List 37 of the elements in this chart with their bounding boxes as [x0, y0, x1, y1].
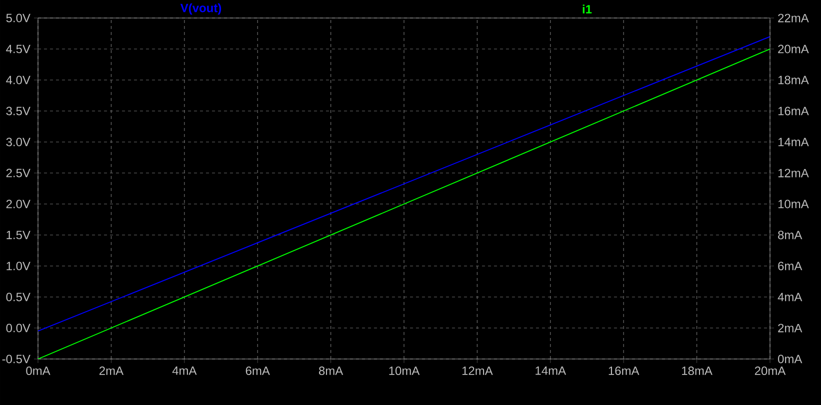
y-tick-label: 2.5V [6, 168, 30, 178]
y2-tick-label: 14mA [778, 138, 809, 146]
y2-tick-label: 12mA [778, 168, 809, 178]
y-tick-label: -0.5V [2, 354, 30, 364]
x-tick-label: 8mA [318, 366, 344, 376]
y2-tick-label: 6mA [778, 262, 802, 270]
y-tick-label: 4.5V [6, 44, 30, 54]
x-tick-label: 10mA [389, 366, 420, 376]
x-tick-label: 4mA [172, 366, 197, 375]
x-tick-label: 16mA [608, 366, 640, 376]
y-tick-label: 0.5V [6, 292, 30, 302]
x-tick-label: 12mA [462, 366, 493, 375]
y-tick-label: 0.0V [6, 324, 30, 332]
y2-tick-label: 2mA [778, 324, 802, 332]
x-tick-label: 6mA [246, 366, 270, 376]
x-tick-label: 20mA [754, 366, 786, 376]
text: i1 [582, 4, 592, 14]
x-tick-label: 18mA [682, 366, 712, 376]
x-tick-label: 2mA [99, 366, 124, 375]
y2-tick-label: 16mA [778, 106, 809, 116]
x-tick-label: 14mA [536, 366, 566, 375]
text: V(vout) [180, 3, 222, 15]
y-tick-label: 1.0V [6, 262, 30, 270]
y-tick-label: 2.0V [6, 200, 30, 208]
y2-tick-label: 18mA [778, 76, 809, 84]
y-tick-label: 3.5V [6, 106, 30, 116]
y2-tick-label: 0mA [778, 354, 802, 364]
y-tick-label: 4.0V [6, 76, 30, 84]
y-tick-label: 5.0V [6, 14, 30, 22]
y2-tick-label: 8mA [778, 230, 802, 240]
x-tick-label: 0mA [26, 366, 50, 376]
y-tick-label: 1.5V [6, 230, 30, 240]
y2-tick-label: 22mA [778, 14, 809, 22]
y2-tick-label: 4mA [778, 292, 802, 302]
y2-tick-label: 10mA [778, 200, 809, 208]
y2-tick-label: 20mA [778, 44, 809, 54]
y-tick-label: 3.0V [6, 138, 30, 146]
